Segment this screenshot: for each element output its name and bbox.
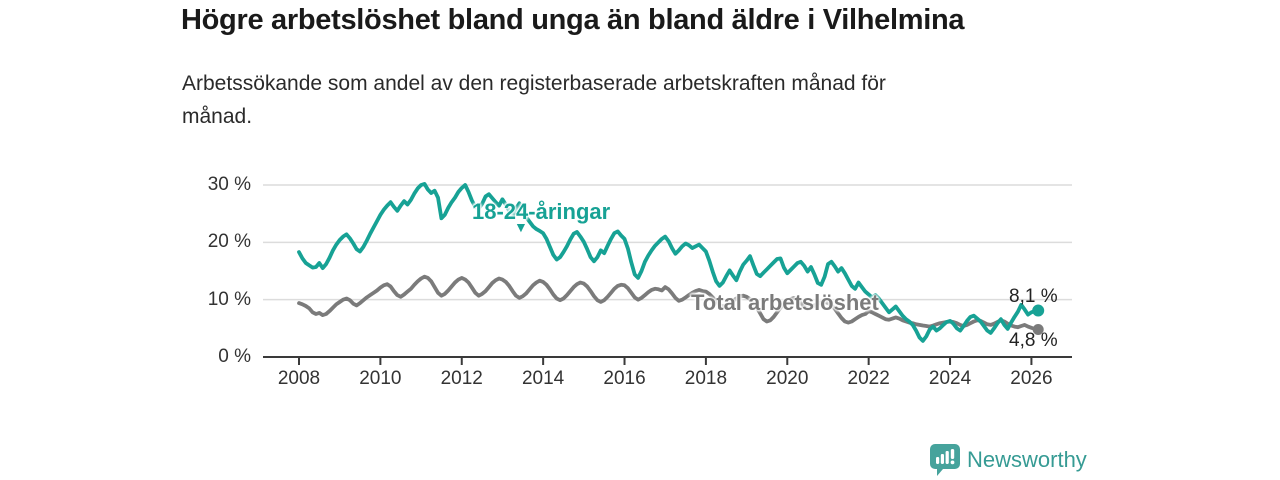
series-label-total: Total arbetslöshet [691,290,879,315]
chart-subtitle-line1: Arbetssökande som andel av den registerb… [182,72,886,95]
y-tick-label: 10 % [207,288,251,310]
series-line-0 [297,182,1041,343]
series-line-1 [297,274,1041,332]
x-tick-label: 2024 [928,368,972,389]
bar-chart-speech-bubble-icon [930,444,960,476]
y-tick-label: 0 % [218,346,251,367]
x-tick-label: 2016 [603,368,646,389]
brand-name: Newsworthy [967,447,1087,472]
x-tick-label: 2008 [277,368,321,389]
chart-title: Högre arbetslöshet bland unga än bland ä… [181,4,965,36]
series-label-arrow-down-icon: ▼ [514,219,528,235]
x-tick-label: 2018 [684,368,728,389]
x-tick-label: 2012 [440,368,483,389]
y-tick-label: 30 % [207,174,251,195]
end-value-label-total: 4,8 % [1009,330,1058,351]
x-tick-label: 2010 [359,368,402,389]
chart-subtitle-line2: månad. [182,104,253,128]
x-tick-label: 2020 [766,368,809,389]
y-tick-label: 20 % [207,231,251,253]
series-label-youth: 18-24-åringar [472,199,611,224]
series-end-dot-1 [1032,323,1044,335]
newsworthy-logo: Newsworthy [929,443,1087,477]
x-tick-label: 2026 [1010,368,1053,389]
x-tick-label: 2022 [847,368,890,389]
series-end-dot-0 [1032,304,1045,317]
end-value-label-youth: 8,1 % [1009,286,1058,307]
chart-subtitle: Arbetssökande som andel av den registerb… [182,68,886,133]
x-tick-label: 2014 [521,368,565,389]
